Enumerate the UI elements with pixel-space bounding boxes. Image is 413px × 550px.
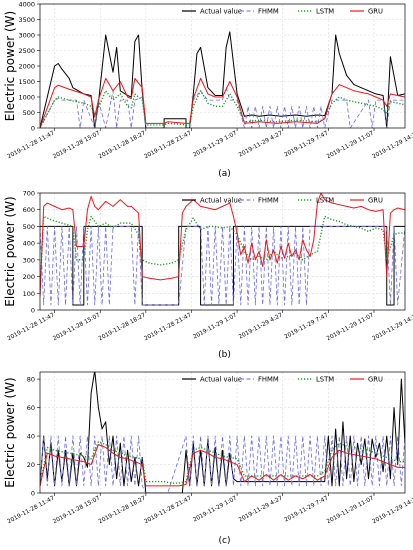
x-tick-label: 2019-11-29 1:07 — [192, 495, 238, 523]
x-tick-label: 2019-11-29 4:27 — [238, 495, 284, 523]
x-tick-label: 2019-11-29 14:27 — [372, 130, 413, 160]
legend-label-fhmm: FHMM — [258, 376, 279, 384]
x-tick-label: 2019-11-29 7:47 — [284, 495, 330, 523]
x-tick-label: 2019-11-28 21:47 — [143, 130, 192, 160]
series-line-lstm — [40, 441, 405, 487]
x-tick-label: 2019-11-28 21:47 — [143, 312, 192, 342]
x-tick-label: 2019-11-29 14:27 — [372, 495, 413, 525]
y-tick-label: 0 — [31, 307, 35, 315]
y-tick-label: 60 — [27, 404, 35, 412]
series-line-lstm — [40, 215, 405, 294]
x-tick-label: 2019-11-29 1:07 — [192, 312, 238, 340]
y-tick-label: 100 — [23, 290, 35, 298]
legend-label-lstm: LSTM — [316, 197, 334, 205]
legend-label-gru: GRU — [368, 8, 383, 16]
y-tick-label: 600 — [23, 206, 35, 214]
x-tick-label: 2019-11-28 15:07 — [52, 495, 101, 525]
y-tick-label: 500 — [23, 223, 35, 231]
y-tick-label: 400 — [23, 240, 35, 248]
x-tick-label: 2019-11-28 15:07 — [52, 130, 101, 160]
x-tick-label: 2019-11-28 21:47 — [143, 495, 192, 525]
x-tick-label: 2019-11-29 11:07 — [326, 312, 375, 342]
x-tick-label: 2019-11-28 15:07 — [52, 312, 101, 342]
legend-label-fhmm: FHMM — [258, 197, 279, 205]
series-line-actual — [40, 31, 405, 128]
series-line-actual — [40, 372, 405, 493]
y-tick-label: 40 — [27, 433, 35, 441]
series-line-gru — [40, 193, 405, 297]
y-axis-label: Electric power (W) — [3, 377, 17, 487]
x-tick-label: 2019-11-28 11:47 — [7, 130, 56, 160]
x-tick-label: 2019-11-29 7:47 — [284, 130, 330, 158]
y-tick-label: 3000 — [18, 32, 35, 40]
legend-label-actual: Actual value — [200, 197, 242, 205]
plot-frame — [39, 192, 406, 311]
x-tick-label: 2019-11-28 18:27 — [98, 495, 147, 525]
x-tick-label: 2019-11-28 11:47 — [7, 495, 56, 525]
legend-label-gru: GRU — [368, 197, 383, 205]
plot-frame — [39, 371, 406, 494]
y-tick-label: 500 — [23, 109, 35, 117]
y-axis-label: Electric power (W) — [3, 11, 17, 121]
y-tick-label: 1500 — [18, 78, 35, 86]
panel-label: (a) — [218, 169, 231, 179]
y-tick-label: 4000 — [18, 1, 35, 9]
chart-panel-1: 0 500 1000 1500 2000 2500 3000 3500 4000 2019-11-… — [3, 1, 413, 180]
y-tick-label: 1000 — [18, 94, 35, 102]
y-tick-label: 20 — [27, 461, 35, 469]
legend-label-actual: Actual value — [200, 8, 242, 16]
legend-label-actual: Actual value — [200, 376, 242, 384]
y-tick-label: 200 — [23, 273, 35, 281]
legend-label-gru: GRU — [368, 376, 383, 384]
x-tick-label: 2019-11-29 4:27 — [238, 312, 284, 340]
series-line-fhmm — [40, 435, 405, 493]
series-line-gru — [40, 444, 405, 487]
series-line-gru — [40, 77, 405, 128]
x-tick-label: 2019-11-29 7:47 — [284, 312, 330, 340]
y-tick-label: 2500 — [18, 47, 35, 55]
series-line-lstm — [40, 90, 405, 128]
x-tick-label: 2019-11-29 1:07 — [192, 130, 238, 158]
legend-label-fhmm: FHMM — [258, 8, 279, 16]
series-line-fhmm — [40, 87, 405, 128]
panel-label: (c) — [219, 536, 231, 546]
x-tick-label: 2019-11-29 4:27 — [238, 130, 284, 158]
plot-frame — [39, 3, 406, 129]
x-tick-label: 2019-11-29 11:07 — [326, 495, 375, 525]
x-tick-label: 2019-11-28 11:47 — [7, 312, 56, 342]
x-tick-label: 2019-11-29 11:07 — [326, 130, 375, 160]
y-tick-label: 0 — [31, 490, 35, 498]
series-line-fhmm — [40, 226, 405, 306]
panel-label: (b) — [218, 350, 231, 360]
y-tick-label: 80 — [27, 376, 35, 384]
y-tick-label: 300 — [23, 256, 35, 264]
y-axis-label: Electric power (W) — [3, 196, 17, 306]
x-tick-label: 2019-11-29 14:27 — [372, 312, 413, 342]
series-line-actual — [40, 225, 405, 306]
x-tick-label: 2019-11-28 18:27 — [98, 312, 147, 342]
y-tick-label: 0 — [31, 125, 35, 133]
y-tick-label: 2000 — [18, 63, 35, 71]
x-tick-label: 2019-11-28 18:27 — [98, 130, 147, 160]
legend-label-lstm: LSTM — [316, 8, 334, 16]
legend-label-lstm: LSTM — [316, 376, 334, 384]
y-tick-label: 3500 — [18, 16, 35, 24]
y-tick-label: 700 — [23, 190, 35, 198]
